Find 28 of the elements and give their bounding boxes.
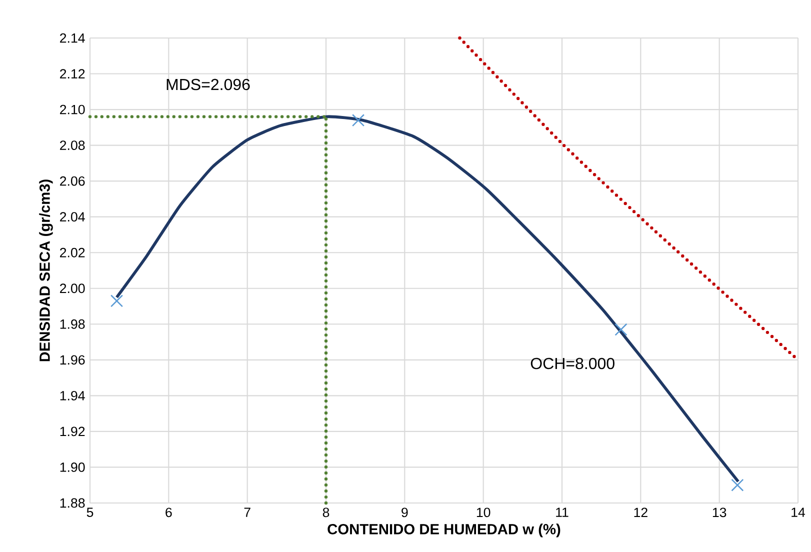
- y-tick-label: 2.08: [60, 140, 85, 150]
- y-tick-label: 1.90: [60, 462, 85, 472]
- x-tick-label: 8: [322, 508, 330, 518]
- y-tick-label: 2.10: [60, 104, 85, 114]
- x-tick-label: 9: [402, 508, 408, 518]
- y-tick-label: 2.06: [60, 176, 85, 186]
- annotation: OCH=8.000: [530, 358, 614, 370]
- y-tick-label: 2.00: [60, 284, 85, 294]
- annotation: MDS=2.096: [166, 78, 250, 90]
- y-tick-label: 2.14: [60, 33, 85, 43]
- x-tick-label: 10: [476, 508, 490, 518]
- x-axis-title: CONTENIDO DE HUMEDAD w (%): [328, 524, 560, 538]
- x-tick-label: 6: [166, 508, 172, 518]
- y-tick-label: 1.98: [60, 319, 85, 329]
- y-tick-label: 1.92: [60, 426, 85, 436]
- x-tick-label: 12: [634, 508, 648, 518]
- y-tick-label: 2.02: [60, 248, 85, 258]
- x-tick-label: 5: [86, 508, 94, 517]
- x-tick-label: 11: [556, 508, 568, 517]
- y-axis-title: DENSIDAD SECA (gr/cm3): [39, 180, 53, 362]
- y-tick-label: 2.04: [60, 212, 85, 222]
- y-tick-label: 1.88: [60, 498, 85, 508]
- x-tick-label: 13: [712, 508, 726, 518]
- x-tick-label: 7: [244, 508, 250, 517]
- y-tick-label: 2.12: [60, 69, 85, 78]
- y-tick-label: 1.96: [60, 355, 85, 365]
- x-tick-label: 14: [792, 508, 806, 517]
- y-tick-label: 1.94: [60, 390, 85, 400]
